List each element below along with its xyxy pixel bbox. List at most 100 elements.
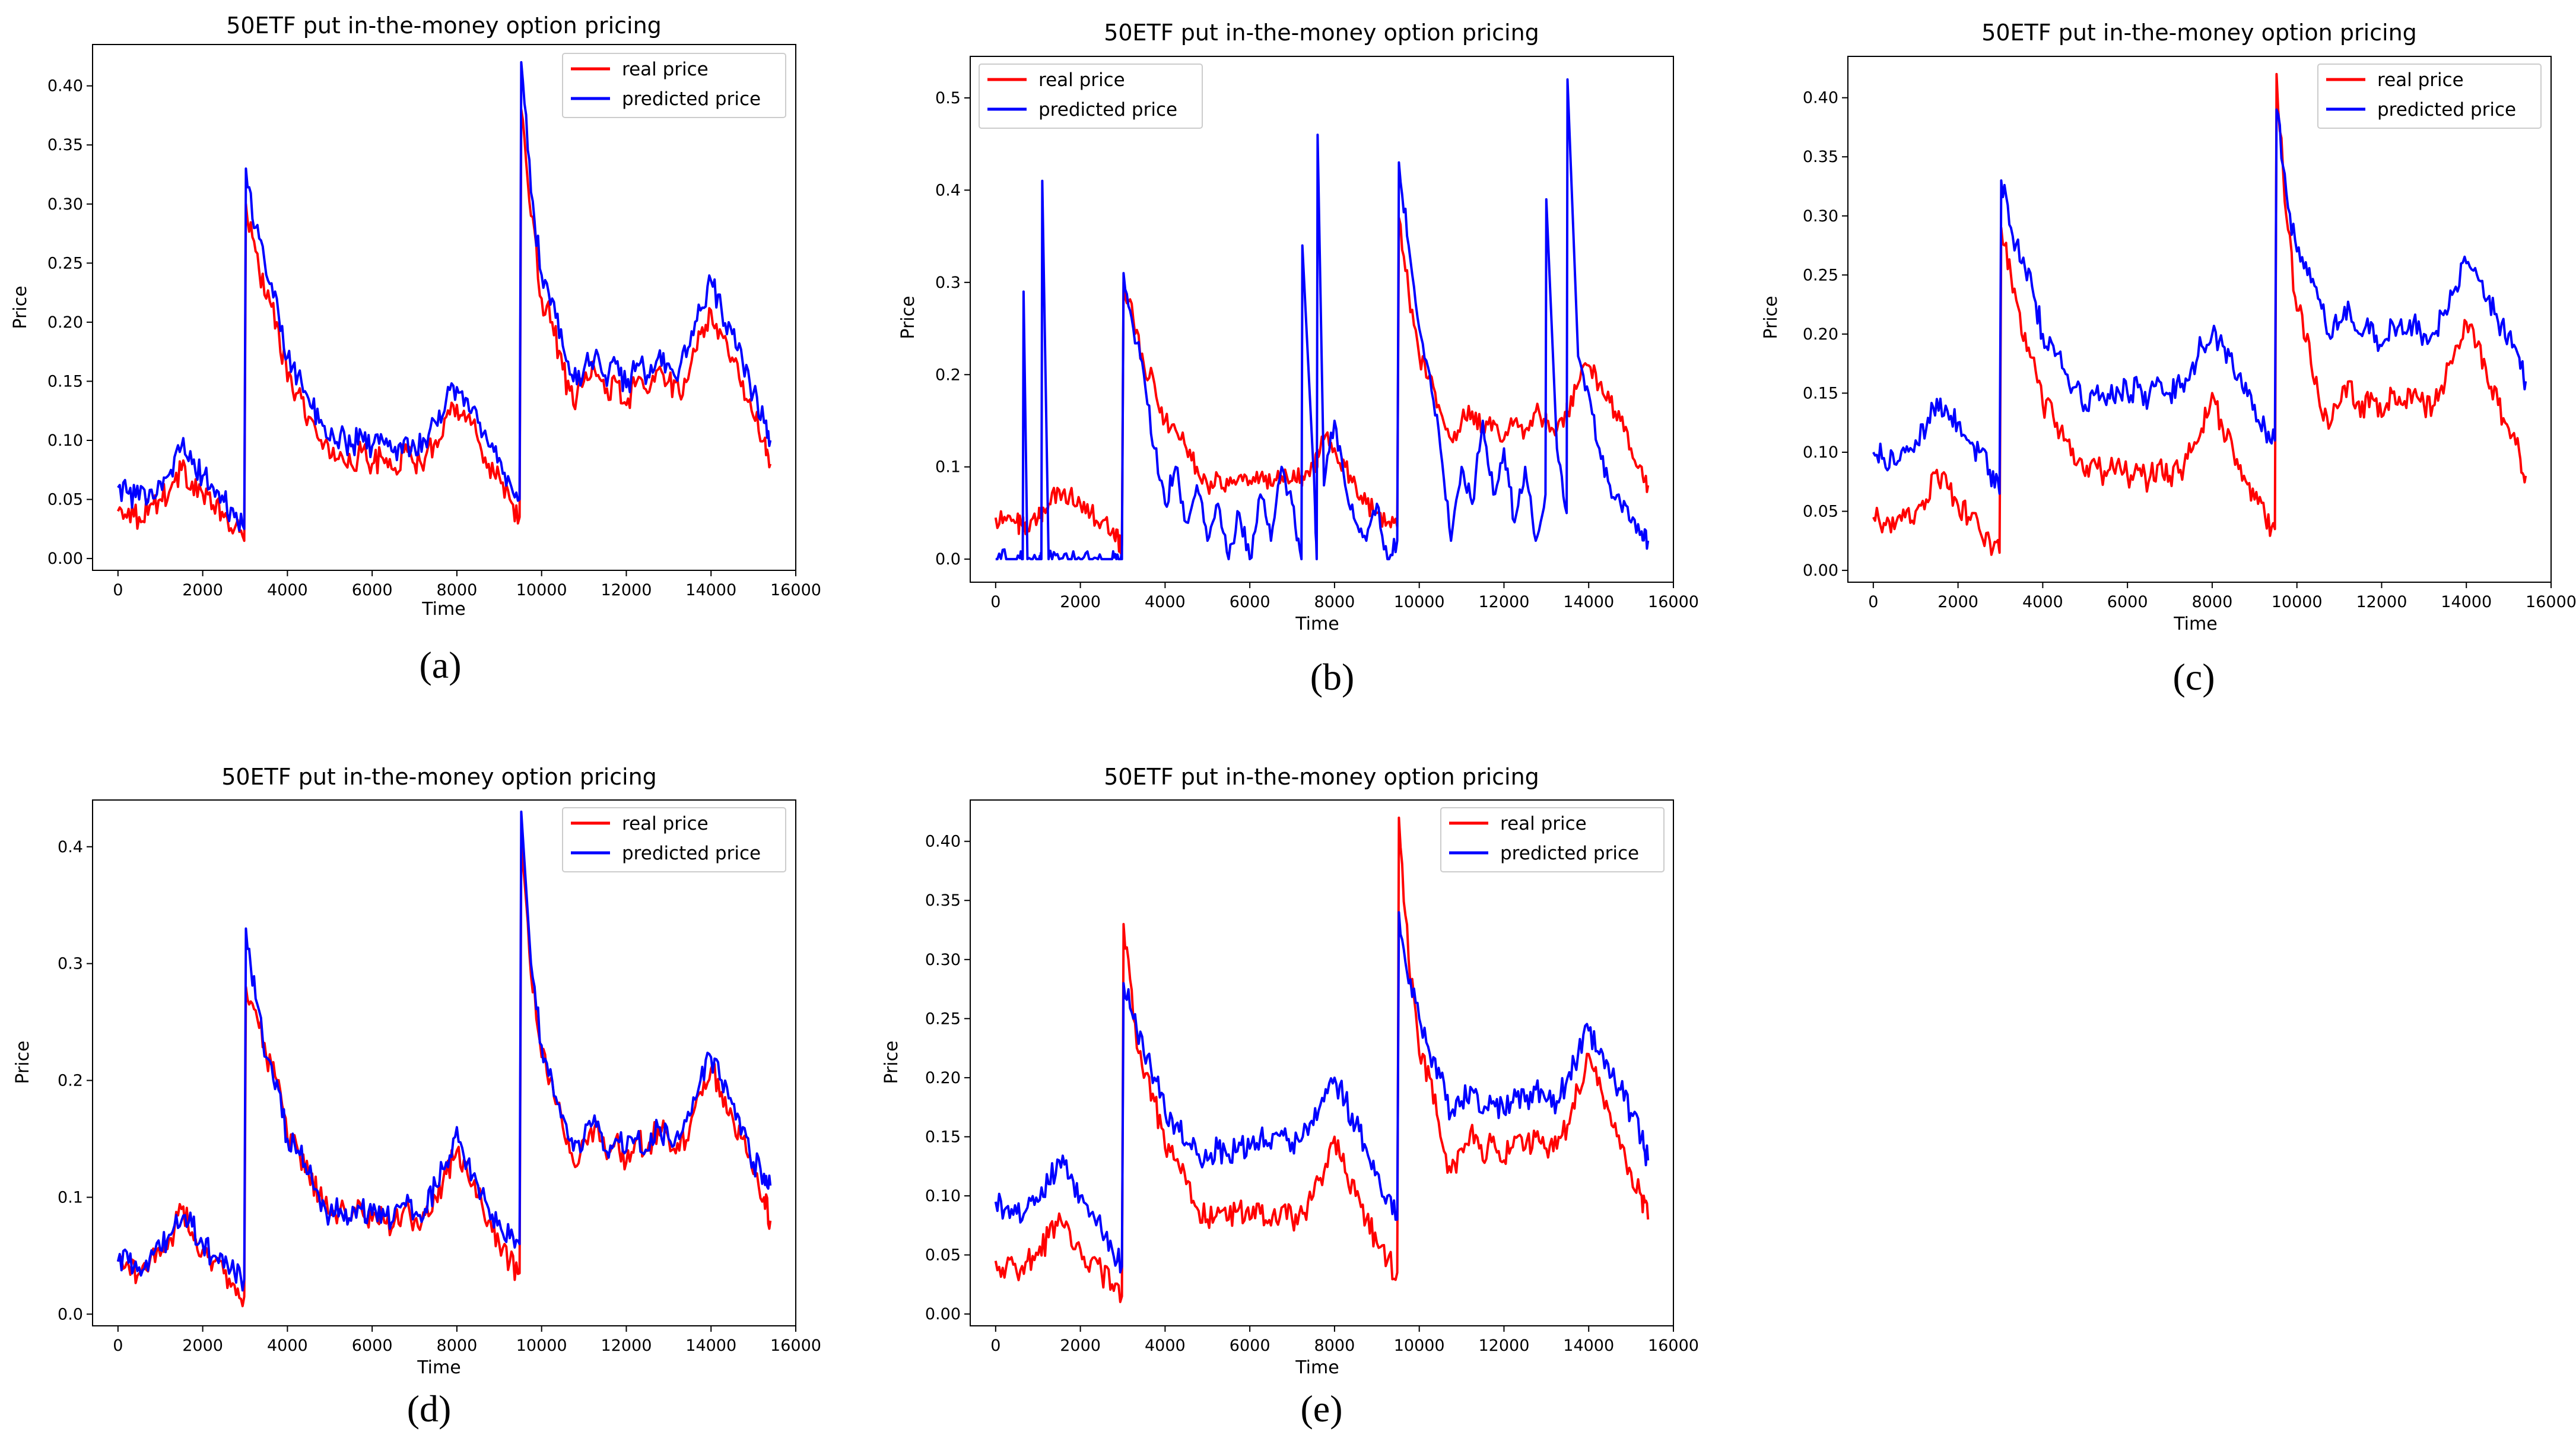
x-tick-label: 10000 — [516, 1337, 567, 1355]
y-tick-label: 0.0 — [58, 1305, 83, 1323]
y-axis-label: Price — [898, 296, 919, 339]
y-tick-label: 0.3 — [58, 955, 83, 973]
x-tick-label: 8000 — [1314, 593, 1355, 611]
y-tick-label: 0.25 — [925, 1010, 961, 1028]
x-tick-label: 14000 — [1563, 1337, 1614, 1355]
x-ticks: 0 2000 4000 6000 8000 10000 12000 14000 16000 — [113, 570, 821, 599]
y-tick-label: 0.00 — [1803, 561, 1838, 580]
series-line-real-price — [1872, 72, 2527, 556]
legend: real price predicted price — [1440, 807, 1665, 872]
y-tick-label: 0.00 — [47, 550, 83, 568]
legend-label-predicted: predicted price — [622, 843, 761, 864]
y-ticks: 0.0 0.1 0.2 0.3 0.4 — [58, 838, 93, 1323]
y-axis-label: Price — [12, 1040, 33, 1084]
panel-caption: (e) — [1300, 1388, 1342, 1430]
y-ticks: 0.00 0.05 0.10 0.15 0.20 0.25 0.30 0.35 0.40 — [47, 77, 93, 568]
y-tick-label: 0.20 — [1803, 325, 1838, 344]
y-tick-label: 0.35 — [925, 891, 961, 910]
x-tick-label: 16000 — [1648, 1337, 1699, 1355]
legend-label-predicted: predicted price — [622, 88, 761, 110]
x-tick-label: 14000 — [2441, 593, 2492, 611]
panel-caption: (d) — [407, 1388, 452, 1430]
x-tick-label: 14000 — [685, 581, 736, 599]
series-layer — [994, 78, 1650, 561]
x-tick-label: 4000 — [1145, 593, 1186, 611]
y-tick-label: 0.30 — [1803, 207, 1838, 226]
legend-label-real: real price — [1038, 69, 1125, 91]
y-tick-label: 0.2 — [935, 366, 961, 384]
series-line-real-price — [116, 108, 772, 542]
chart-panel-b: 50ETF put in-the-money option pricing 0 2… — [898, 20, 1699, 698]
chart-panel-c: 50ETF put in-the-money option pricing 0 2… — [1761, 20, 2576, 698]
y-tick-label: 0.4 — [935, 181, 961, 199]
x-tick-label: 2000 — [1060, 1337, 1101, 1355]
x-tick-label: 0 — [1868, 593, 1878, 611]
x-tick-label: 16000 — [770, 1337, 821, 1355]
x-tick-label: 12000 — [2356, 593, 2407, 611]
y-tick-label: 0.40 — [47, 77, 83, 96]
series-line-predicted-price — [1872, 108, 2527, 495]
y-tick-label: 0.15 — [47, 372, 83, 391]
x-tick-label: 6000 — [352, 1337, 393, 1355]
plot-frame — [970, 56, 1674, 583]
y-tick-label: 0.25 — [1803, 266, 1838, 284]
y-axis-label: Price — [1761, 296, 1781, 339]
y-tick-label: 0.05 — [47, 491, 83, 509]
y-tick-label: 0.4 — [58, 838, 83, 856]
panel-caption: (c) — [2172, 656, 2215, 698]
x-tick-label: 0 — [990, 1337, 1000, 1355]
x-ticks: 0 2000 4000 6000 8000 10000 12000 14000 16000 — [990, 582, 1699, 611]
y-tick-label: 0.15 — [1803, 384, 1838, 402]
x-tick-label: 8000 — [2192, 593, 2233, 611]
y-tick-label: 0.20 — [925, 1069, 961, 1087]
legend-label-real: real price — [2377, 69, 2464, 91]
series-layer — [116, 810, 772, 1307]
y-ticks: 0.00 0.05 0.10 0.15 0.20 0.25 0.30 0.35 0.40 — [1803, 89, 1848, 580]
legend: real price predicted price — [562, 53, 786, 118]
x-tick-label: 6000 — [2107, 593, 2148, 611]
y-tick-label: 0.30 — [47, 195, 83, 214]
y-tick-label: 0.1 — [935, 458, 961, 477]
x-tick-label: 12000 — [1479, 1337, 1530, 1355]
series-line-predicted-price — [994, 911, 1650, 1274]
x-axis-label: Time — [1295, 614, 1339, 634]
y-tick-label: 0.40 — [1803, 89, 1838, 107]
x-tick-label: 4000 — [1145, 1337, 1186, 1355]
plot-frame — [970, 799, 1674, 1326]
plot-frame — [1847, 56, 2552, 583]
series-line-predicted-price — [117, 61, 772, 532]
series-layer — [1872, 72, 2527, 556]
x-tick-label: 16000 — [770, 581, 821, 599]
legend-box — [2317, 64, 2542, 129]
legend: real price predicted price — [2317, 64, 2542, 129]
series-layer — [994, 816, 1650, 1303]
y-tick-label: 0.3 — [935, 274, 961, 292]
panel-caption: (a) — [419, 644, 461, 686]
plot-frame — [92, 799, 796, 1326]
legend-label-real: real price — [1500, 813, 1587, 834]
x-tick-label: 4000 — [267, 1337, 308, 1355]
x-tick-label: 12000 — [601, 581, 652, 599]
x-tick-label: 4000 — [267, 581, 308, 599]
y-tick-label: 0.25 — [47, 254, 83, 272]
x-tick-label: 14000 — [685, 1337, 736, 1355]
x-tick-label: 4000 — [2022, 593, 2063, 611]
chart-title: 50ETF put in-the-money option pricing — [1981, 20, 2417, 46]
x-axis-label: Time — [2173, 614, 2217, 634]
y-tick-label: 0.40 — [925, 833, 961, 851]
x-tick-label: 12000 — [1479, 593, 1530, 611]
x-tick-label: 8000 — [437, 1337, 478, 1355]
panel-caption: (b) — [1310, 656, 1355, 698]
chart-title: 50ETF put in-the-money option pricing — [226, 12, 662, 39]
y-tick-label: 0.20 — [47, 313, 83, 332]
chart-panel-e: 50ETF put in-the-money option pricing 0 2… — [881, 764, 1699, 1430]
legend-label-real: real price — [622, 59, 709, 80]
x-tick-label: 8000 — [1314, 1337, 1355, 1355]
y-tick-label: 0.2 — [58, 1072, 83, 1090]
legend-label-real: real price — [622, 813, 709, 834]
y-tick-label: 0.10 — [47, 431, 83, 450]
x-tick-label: 0 — [113, 1337, 123, 1355]
x-tick-label: 6000 — [352, 581, 393, 599]
x-tick-label: 12000 — [601, 1337, 652, 1355]
